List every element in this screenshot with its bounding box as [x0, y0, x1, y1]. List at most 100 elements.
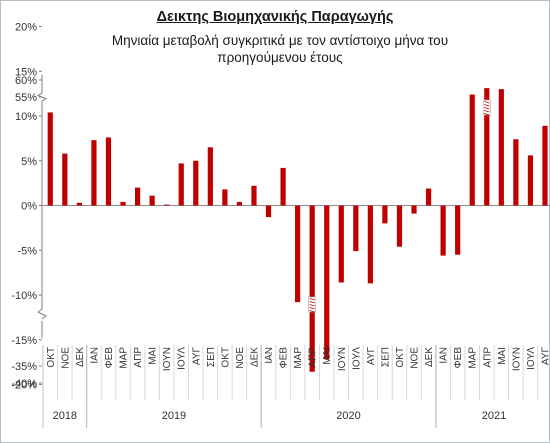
x-tick-label: ΑΠΡ	[133, 347, 144, 368]
bar	[164, 204, 170, 206]
x-tick-label: ΙΟΥΛ	[177, 347, 188, 370]
bar	[62, 153, 68, 206]
bar-break-hatch	[309, 307, 315, 310]
axes	[36, 26, 550, 428]
bar	[76, 202, 82, 206]
x-tick-label: ΙΟΥΛ	[526, 347, 537, 370]
bar-break-marker	[482, 99, 491, 116]
bar	[425, 188, 432, 206]
bar	[280, 167, 286, 206]
bar-break-hatch	[484, 110, 490, 113]
bars	[47, 88, 548, 372]
x-tick-label: ΙΑΝ	[439, 347, 450, 364]
x-tick-label: ΜΑΡ	[119, 347, 130, 369]
bar-break-hatch	[484, 104, 490, 107]
bar	[324, 205, 330, 360]
x-tick-label: ΙΟΥΝ	[337, 347, 348, 371]
bar	[484, 88, 490, 206]
bar	[207, 147, 213, 206]
bar	[309, 205, 315, 372]
x-tick-label: ΑΥΓ	[540, 347, 550, 366]
y-tick-label: 15%	[15, 66, 37, 78]
bar	[440, 205, 446, 256]
year-label: 2019	[162, 410, 186, 422]
y-tick-label: -35%	[11, 361, 37, 373]
x-tick-label: ΑΥΓ	[366, 347, 377, 366]
x-tick-label: ΜΑΙ	[497, 347, 508, 365]
year-label: 2021	[482, 410, 506, 422]
bar	[105, 137, 112, 206]
year-labels: 2018 2019 2020 2021	[53, 410, 507, 422]
x-tick-label: ΦΕΒ	[279, 347, 290, 369]
x-tick-label: ΑΠΡ	[308, 347, 319, 368]
x-tick-label: ΔΕΚ	[75, 347, 86, 367]
bar	[149, 195, 155, 206]
y-tick-label: 55%	[15, 92, 37, 104]
bar-break-hatch	[309, 298, 315, 301]
x-tick-label: ΜΑΙ	[148, 347, 159, 365]
bar	[498, 89, 504, 206]
x-tick-label: ΙΟΥΝ	[162, 347, 173, 371]
bar	[338, 205, 344, 283]
bar-break-hatch	[309, 304, 315, 307]
x-tick-label: ΙΑΝ	[89, 347, 100, 364]
bar	[353, 205, 359, 252]
y-tick-label: 60%	[15, 75, 37, 87]
y-tick-label: 20%	[15, 22, 37, 34]
x-tick-label: ΟΚΤ	[220, 347, 231, 368]
x-tick-label: ΟΚΤ	[395, 347, 406, 368]
bar	[236, 201, 243, 206]
axis-break-bottom	[37, 308, 47, 320]
bar	[222, 189, 228, 206]
bar	[396, 205, 403, 247]
bar	[120, 201, 126, 206]
year-label: 2018	[53, 410, 77, 422]
y-tick-label: -20%	[11, 380, 37, 392]
x-tick-label: ΝΟΕ	[235, 347, 246, 369]
x-tick-label: ΣΕΠ	[380, 347, 391, 367]
y-tick-labels: 60% 55% 20% 15% 10% 5% 0% -5% -10% -15% -20% -35% -4…	[11, 22, 37, 392]
bar-break-marker	[308, 296, 317, 313]
bar	[251, 185, 257, 206]
x-tick-label: ΜΑΡ	[468, 347, 479, 369]
bar	[382, 205, 388, 224]
bar	[91, 140, 97, 206]
bar	[134, 187, 141, 206]
y-tick-label: 0%	[21, 201, 37, 213]
y-tick-label: -10%	[11, 290, 37, 302]
x-tick-label: ΙΑΝ	[264, 347, 275, 364]
x-tick-label: ΔΕΚ	[249, 347, 260, 367]
y-tick-label: 5%	[21, 156, 37, 168]
x-tick-label: ΟΚΤ	[46, 347, 57, 368]
chart-subtitle: Μηνιαία μεταβολή συγκριτικά με τον αντίσ…	[111, 33, 449, 65]
y-tick-label: -15%	[11, 335, 37, 347]
bar	[47, 112, 53, 206]
x-tick-label: ΦΕΒ	[104, 347, 115, 369]
bar-break-hatch	[484, 113, 490, 116]
x-tick-label: ΝΟΕ	[410, 347, 421, 369]
x-tick-label: ΑΠΡ	[482, 347, 493, 368]
x-tick-label: ΝΟΕ	[60, 347, 71, 369]
x-tick-label: ΑΥΓ	[191, 347, 202, 366]
bar	[455, 205, 461, 255]
year-label: 2020	[336, 410, 360, 422]
x-tick-label: ΙΟΥΛ	[351, 347, 362, 370]
bar	[411, 205, 417, 214]
y-tick-label: -5%	[17, 245, 37, 257]
bar-break-hatch	[309, 310, 315, 313]
x-tick-label: ΣΕΠ	[206, 347, 217, 367]
bar	[469, 94, 475, 206]
bar	[295, 205, 301, 303]
x-tick-label: ΦΕΒ	[453, 347, 464, 369]
bar-break-hatch	[309, 301, 315, 304]
x-tick-label: ΜΑΙ	[322, 347, 333, 365]
y-tick-label: -40%	[11, 378, 37, 390]
bar	[178, 163, 184, 206]
x-tick-label: ΙΟΥΝ	[511, 347, 522, 371]
bar	[542, 125, 548, 206]
bar	[367, 205, 373, 284]
x-tick-label: ΔΕΚ	[424, 347, 435, 367]
x-tick-labels: ΟΚΤ ΝΟΕ ΔΕΚ ΙΑΝ ΦΕΒ ΜΑΡ ΑΠΡ ΜΑΙ ΙΟΥΝ ΙΟΥΛ ΑΥΓ ΣΕΠ ΟΚ…	[46, 347, 550, 372]
bar	[527, 155, 534, 206]
